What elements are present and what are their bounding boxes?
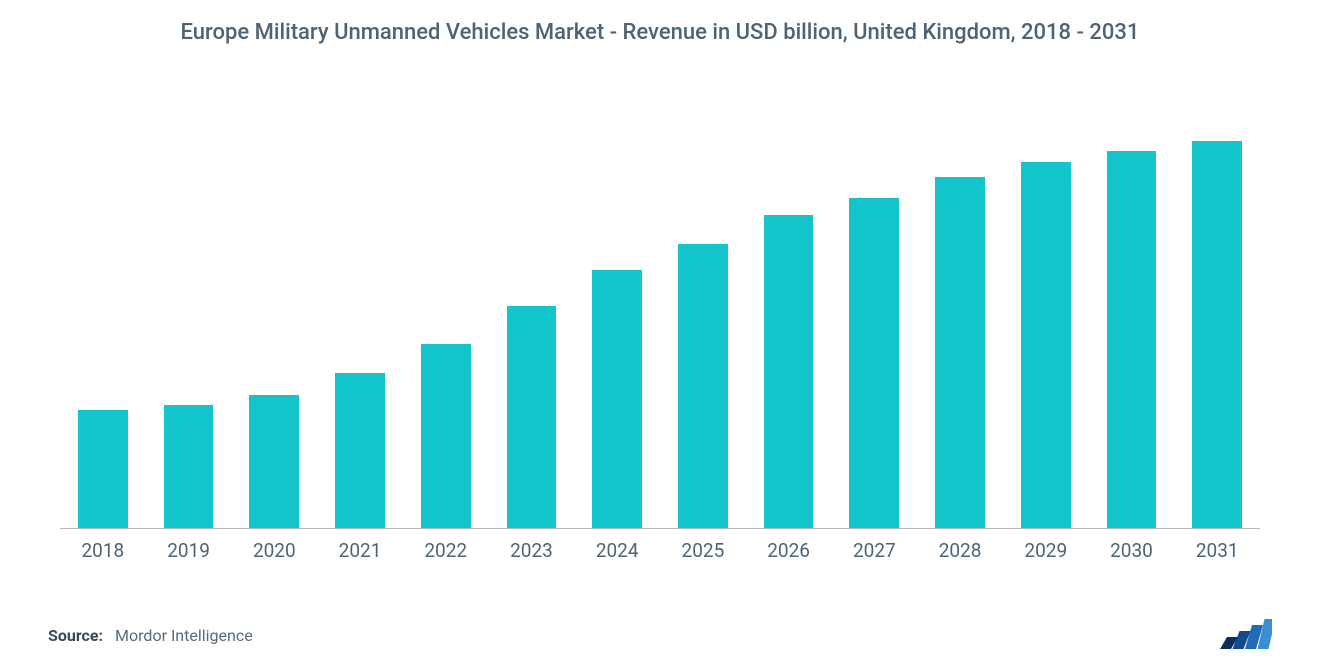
bar-slot: [317, 99, 403, 528]
x-tick-label: 2029: [1003, 539, 1089, 562]
x-tick-label: 2030: [1089, 539, 1175, 562]
chart-container: Europe Military Unmanned Vehicles Market…: [0, 0, 1320, 665]
bar: [849, 198, 899, 528]
bar-slot: [146, 99, 232, 528]
bar: [421, 344, 471, 527]
x-axis-labels: 2018201920202021202220232024202520262027…: [60, 539, 1260, 562]
x-tick-label: 2018: [60, 539, 146, 562]
bar: [1107, 151, 1157, 528]
bar: [935, 177, 985, 528]
x-tick-label: 2019: [146, 539, 232, 562]
x-tick-label: 2027: [831, 539, 917, 562]
bar: [335, 373, 385, 528]
chart-footer: Source: Mordor Intelligence: [48, 626, 253, 645]
x-tick-label: 2026: [746, 539, 832, 562]
x-tick-label: 2021: [317, 539, 403, 562]
bar-slot: [831, 99, 917, 528]
bar-slot: [1003, 99, 1089, 528]
bar: [507, 306, 557, 528]
source-label: Source:: [48, 626, 103, 645]
bar-slot: [1174, 99, 1260, 528]
brand-logo-icon: [1220, 617, 1272, 651]
bar-slot: [917, 99, 1003, 528]
x-tick-label: 2024: [574, 539, 660, 562]
x-tick-label: 2020: [231, 539, 317, 562]
bar-slot: [60, 99, 146, 528]
bar: [678, 244, 728, 528]
bar-slot: [489, 99, 575, 528]
bar: [78, 410, 128, 528]
bar-slot: [574, 99, 660, 528]
bar: [164, 405, 214, 528]
x-tick-label: 2022: [403, 539, 489, 562]
bar-slot: [231, 99, 317, 528]
x-tick-label: 2031: [1174, 539, 1260, 562]
bar: [592, 270, 642, 528]
source-value: Mordor Intelligence: [115, 626, 253, 645]
bar: [1192, 141, 1242, 528]
bar: [764, 215, 814, 527]
x-tick-label: 2028: [917, 539, 1003, 562]
bar-slot: [403, 99, 489, 528]
chart-title: Europe Military Unmanned Vehicles Market…: [60, 18, 1260, 49]
bar: [1021, 162, 1071, 528]
bar-slot: [660, 99, 746, 528]
bar-slot: [1089, 99, 1175, 528]
x-tick-label: 2025: [660, 539, 746, 562]
bar: [249, 395, 299, 528]
x-tick-label: 2023: [489, 539, 575, 562]
bar-slot: [746, 99, 832, 528]
bar-chart-plot: [60, 99, 1260, 529]
